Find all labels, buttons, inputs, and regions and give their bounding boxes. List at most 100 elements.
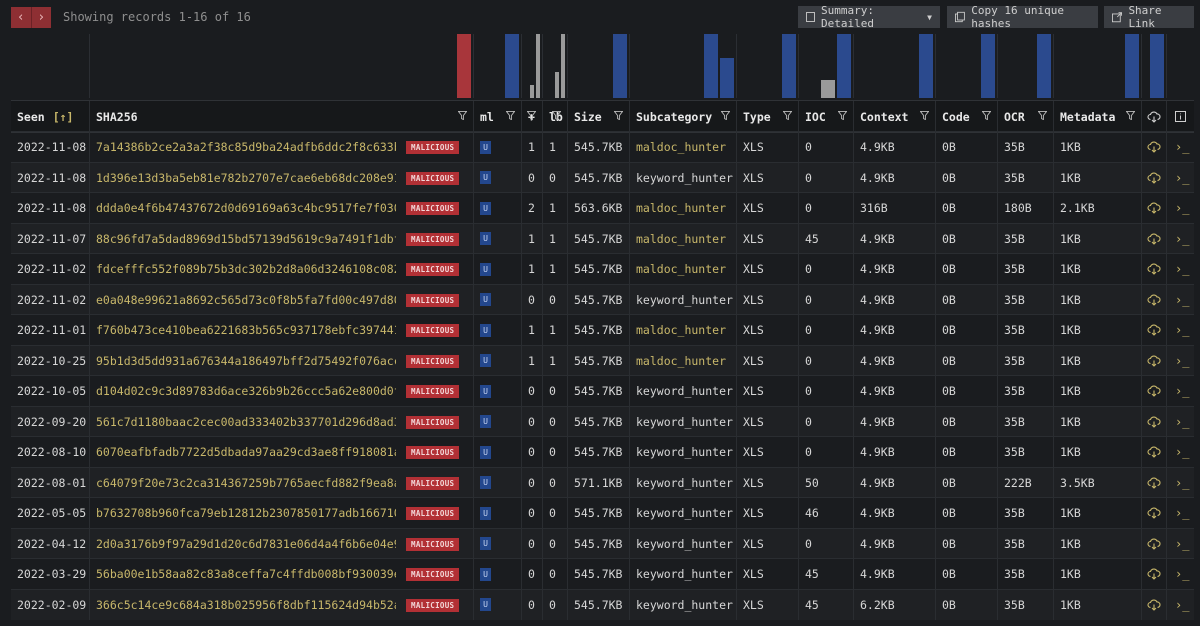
- sha256-value[interactable]: f760b473ce410bea6221683b565c937178ebfc39…: [96, 323, 396, 337]
- cell-sha256[interactable]: e0a048e99621a8692c565d73c0f8b5fa7fd00c49…: [89, 284, 473, 315]
- column-header-ioc[interactable]: IOC: [798, 101, 853, 132]
- filter-icon[interactable]: [458, 111, 467, 120]
- sha256-value[interactable]: 561c7d1180baac2cec00ad333402b337701d296d…: [96, 414, 396, 429]
- subcategory-value[interactable]: maldoc_hunter: [636, 323, 727, 337]
- subcategory-value[interactable]: keyword_hunter: [636, 445, 733, 459]
- subcategory-value[interactable]: keyword_hunter: [636, 506, 733, 520]
- cloud-download-icon[interactable]: [1147, 415, 1161, 428]
- cloud-download-icon[interactable]: [1147, 171, 1161, 184]
- terminal-icon[interactable]: ›_: [1175, 140, 1190, 154]
- filter-icon[interactable]: [1038, 111, 1047, 120]
- subcategory-value[interactable]: maldoc_hunter: [636, 231, 727, 246]
- cell-sha256[interactable]: 95b1d3d5dd931a676344a186497bff2d75492f07…: [89, 345, 473, 376]
- cell-sha256[interactable]: 88c96fd7a5dad8969d15bd57139d5619c9a7491f…: [89, 223, 473, 254]
- cloud-download-icon[interactable]: [1147, 598, 1161, 611]
- histogram-bar-download[interactable]: [1150, 34, 1164, 98]
- table-row[interactable]: 2022-11-07 88c96fd7a5dad8969d15bd57139d56…: [11, 222, 1194, 254]
- histogram-bar-ioc[interactable]: [821, 80, 835, 98]
- next-page-button[interactable]: ›: [37, 10, 46, 25]
- histogram-bar-ocr[interactable]: [1037, 34, 1051, 98]
- cloud-download-icon[interactable]: [1147, 324, 1161, 336]
- sha256-value[interactable]: 56ba00e1b58aa82c83a8ceffa7c4ffdb008bf930…: [96, 567, 396, 581]
- terminal-icon[interactable]: ›_: [1175, 170, 1190, 185]
- cell-sha256[interactable]: fdcefffc552f089b75b3dc302b2d8a06d3246108…: [89, 254, 473, 284]
- cell-sha256[interactable]: 6070eafbfadb7722d5dbada97aa29cd3ae8ff918…: [89, 437, 473, 467]
- sha256-value[interactable]: d104d02c9c3d89783d6ace326b9b26ccc5a62e80…: [96, 384, 396, 398]
- terminal-icon[interactable]: ›_: [1175, 506, 1190, 520]
- histogram-bar-sha256[interactable]: [457, 34, 471, 98]
- column-header-seen[interactable]: Seen [↑]: [11, 101, 89, 132]
- cloud-download-icon[interactable]: [1147, 507, 1161, 519]
- cloud-download-icon[interactable]: [1147, 293, 1161, 306]
- filter-icon[interactable]: [783, 111, 792, 120]
- filter-icon[interactable]: [721, 111, 730, 120]
- cloud-download-icon[interactable]: [1147, 385, 1161, 397]
- subcategory-value[interactable]: keyword_hunter: [636, 414, 733, 429]
- cell-sha256[interactable]: 7a14386b2ce2a3a2f38c85d9ba24adfb6ddc2f8c…: [89, 132, 473, 162]
- terminal-icon[interactable]: ›_: [1175, 201, 1190, 215]
- table-row[interactable]: 2022-05-05 b7632708b960fca79eb12812b23078…: [11, 497, 1194, 528]
- table-row[interactable]: 2022-11-08 1d396e13d3ba5eb81e782b2707e7ca…: [11, 161, 1194, 193]
- subcategory-value[interactable]: maldoc_hunter: [636, 353, 727, 368]
- terminal-icon[interactable]: ›_: [1175, 262, 1190, 276]
- histogram-bar-ioc[interactable]: [837, 34, 851, 98]
- table-row[interactable]: 2022-11-08 ddda0e4f6b47437672d0d69169a63c…: [11, 192, 1194, 223]
- histogram-bar-lb[interactable]: [555, 72, 559, 98]
- sha256-value[interactable]: e0a048e99621a8692c565d73c0f8b5fa7fd00c49…: [96, 292, 396, 307]
- cell-sha256[interactable]: b7632708b960fca79eb12812b2307850177adb16…: [89, 498, 473, 528]
- terminal-icon[interactable]: ›_: [1175, 414, 1190, 429]
- table-row[interactable]: 2022-04-12 2d0a3176b9f97a29d1d20c6d7831e0…: [11, 527, 1194, 559]
- terminal-icon[interactable]: ›_: [1175, 536, 1190, 551]
- terminal-icon[interactable]: ›_: [1175, 353, 1190, 368]
- sha256-value[interactable]: 2d0a3176b9f97a29d1d20c6d7831e06d4a4f6b6e…: [96, 536, 396, 551]
- table-row[interactable]: 2022-08-10 6070eafbfadb7722d5dbada97aa29c…: [11, 436, 1194, 467]
- sha256-value[interactable]: 95b1d3d5dd931a676344a186497bff2d75492f07…: [96, 353, 396, 368]
- histogram-bar-plus[interactable]: [530, 85, 534, 98]
- cloud-download-icon[interactable]: [1147, 537, 1161, 550]
- subcategory-value[interactable]: keyword_hunter: [636, 567, 733, 581]
- filter-icon[interactable]: [982, 111, 991, 120]
- cell-sha256[interactable]: f760b473ce410bea6221683b565c937178ebfc39…: [89, 315, 473, 345]
- cell-sha256[interactable]: c64079f20e73c2ca314367259b7765aecfd882f9…: [89, 467, 473, 498]
- column-header-download[interactable]: [1141, 101, 1166, 132]
- cell-sha256[interactable]: 56ba00e1b58aa82c83a8ceffa7c4ffdb008bf930…: [89, 559, 473, 589]
- histogram-bar-type[interactable]: [782, 34, 796, 98]
- subcategory-value[interactable]: keyword_hunter: [636, 536, 733, 551]
- filter-icon[interactable]: [527, 111, 536, 120]
- filter-icon[interactable]: [614, 111, 623, 120]
- histogram-bar-size[interactable]: [613, 34, 627, 98]
- column-header-metadata[interactable]: Metadata: [1053, 101, 1141, 132]
- column-header-sha256[interactable]: SHA256: [89, 101, 473, 132]
- sha256-value[interactable]: 6070eafbfadb7722d5dbada97aa29cd3ae8ff918…: [96, 445, 396, 459]
- cloud-download-icon[interactable]: [1147, 476, 1161, 489]
- filter-icon[interactable]: [1126, 111, 1135, 120]
- histogram-bar-code[interactable]: [981, 34, 995, 98]
- share-link-button[interactable]: Share Link: [1104, 4, 1194, 30]
- terminal-icon[interactable]: ›_: [1175, 445, 1190, 459]
- copy-hashes-button[interactable]: Copy 16 unique hashes: [947, 4, 1098, 30]
- table-row[interactable]: 2022-10-25 95b1d3d5dd931a676344a186497bff…: [11, 344, 1194, 376]
- table-row[interactable]: 2022-11-01 f760b473ce410bea6221683b565c93…: [11, 314, 1194, 345]
- cloud-download-icon[interactable]: [1147, 263, 1161, 275]
- histogram-bar-subcategory[interactable]: [704, 34, 718, 98]
- column-header-size[interactable]: Size: [567, 101, 629, 132]
- table-row[interactable]: 2022-11-08 7a14386b2ce2a3a2f38c85d9ba24ad…: [11, 131, 1194, 162]
- subcategory-value[interactable]: maldoc_hunter: [636, 201, 727, 215]
- histogram-bar-lb[interactable]: [561, 34, 565, 98]
- histogram-bar-context[interactable]: [919, 34, 933, 98]
- terminal-icon[interactable]: ›_: [1175, 323, 1190, 337]
- sha256-value[interactable]: ddda0e4f6b47437672d0d69169a63c4bc9517fe7…: [96, 201, 396, 215]
- cloud-download-icon[interactable]: [1147, 202, 1161, 214]
- terminal-icon[interactable]: ›_: [1175, 567, 1190, 581]
- sha256-value[interactable]: b7632708b960fca79eb12812b2307850177adb16…: [96, 506, 396, 520]
- terminal-icon[interactable]: ›_: [1175, 231, 1190, 246]
- table-row[interactable]: 2022-03-29 56ba00e1b58aa82c83a8ceffa7c4ff…: [11, 558, 1194, 589]
- column-header-ml[interactable]: ml: [473, 101, 521, 132]
- column-header-ocr[interactable]: OCR: [997, 101, 1053, 132]
- subcategory-value[interactable]: maldoc_hunter: [636, 262, 727, 276]
- terminal-icon[interactable]: ›_: [1175, 384, 1190, 398]
- cloud-download-icon[interactable]: [1147, 446, 1161, 458]
- subcategory-value[interactable]: keyword_hunter: [636, 475, 733, 490]
- sha256-value[interactable]: fdcefffc552f089b75b3dc302b2d8a06d3246108…: [96, 262, 396, 276]
- cloud-download-icon[interactable]: [1147, 232, 1161, 245]
